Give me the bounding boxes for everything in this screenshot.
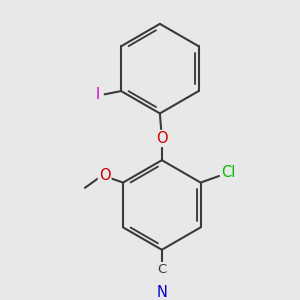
Text: C: C xyxy=(157,263,167,276)
Text: N: N xyxy=(156,285,167,300)
Text: O: O xyxy=(156,131,168,146)
Text: I: I xyxy=(96,87,100,102)
Text: Cl: Cl xyxy=(221,165,236,180)
Text: O: O xyxy=(99,169,110,184)
